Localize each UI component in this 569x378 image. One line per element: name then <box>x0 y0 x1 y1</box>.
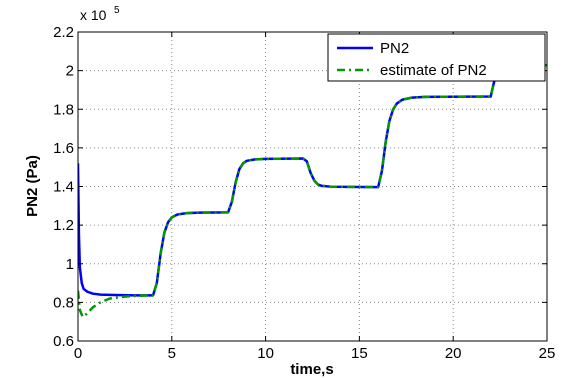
y-tick-label: 1.6 <box>53 140 74 157</box>
legend: PN2 estimate of PN2 <box>327 33 546 82</box>
y-tick-label: 0.8 <box>53 294 74 311</box>
series-line-pn2 <box>78 63 547 297</box>
x-tick-label: 5 <box>168 345 176 362</box>
x-tick-label: 25 <box>539 345 556 362</box>
y-multiplier-base: x 10 <box>80 7 107 23</box>
legend-label-pn2: PN2 <box>380 40 409 57</box>
y-tick-label: 1.4 <box>53 179 74 196</box>
legend-box <box>327 33 546 82</box>
y-tick-label: 1.2 <box>53 217 74 234</box>
x-tick-labels: 0 5 10 15 20 25 <box>74 345 556 362</box>
series-line-estimate <box>78 63 547 319</box>
x-axis-label: time,s <box>290 361 333 378</box>
y-tick-label: 1.8 <box>53 101 74 118</box>
series-lines <box>78 63 547 319</box>
y-tick-labels: 0.6 0.8 1 1.2 1.4 1.6 1.8 2 2.2 <box>53 24 74 350</box>
y-multiplier-exponent: 5 <box>114 5 120 16</box>
plot-area <box>78 32 547 341</box>
legend-label-estimate: estimate of PN2 <box>380 62 487 79</box>
y-tick-label: 2 <box>66 63 74 80</box>
y-tick-label: 1 <box>66 256 74 273</box>
y-axis-label: PN2 (Pa) <box>24 155 41 217</box>
x-tick-label: 0 <box>74 345 82 362</box>
x-tick-label: 20 <box>445 345 462 362</box>
y-tick-label: 2.2 <box>53 24 74 41</box>
x-tick-label: 10 <box>257 345 274 362</box>
x-tick-label: 15 <box>351 345 368 362</box>
y-tick-label: 0.6 <box>53 333 74 350</box>
